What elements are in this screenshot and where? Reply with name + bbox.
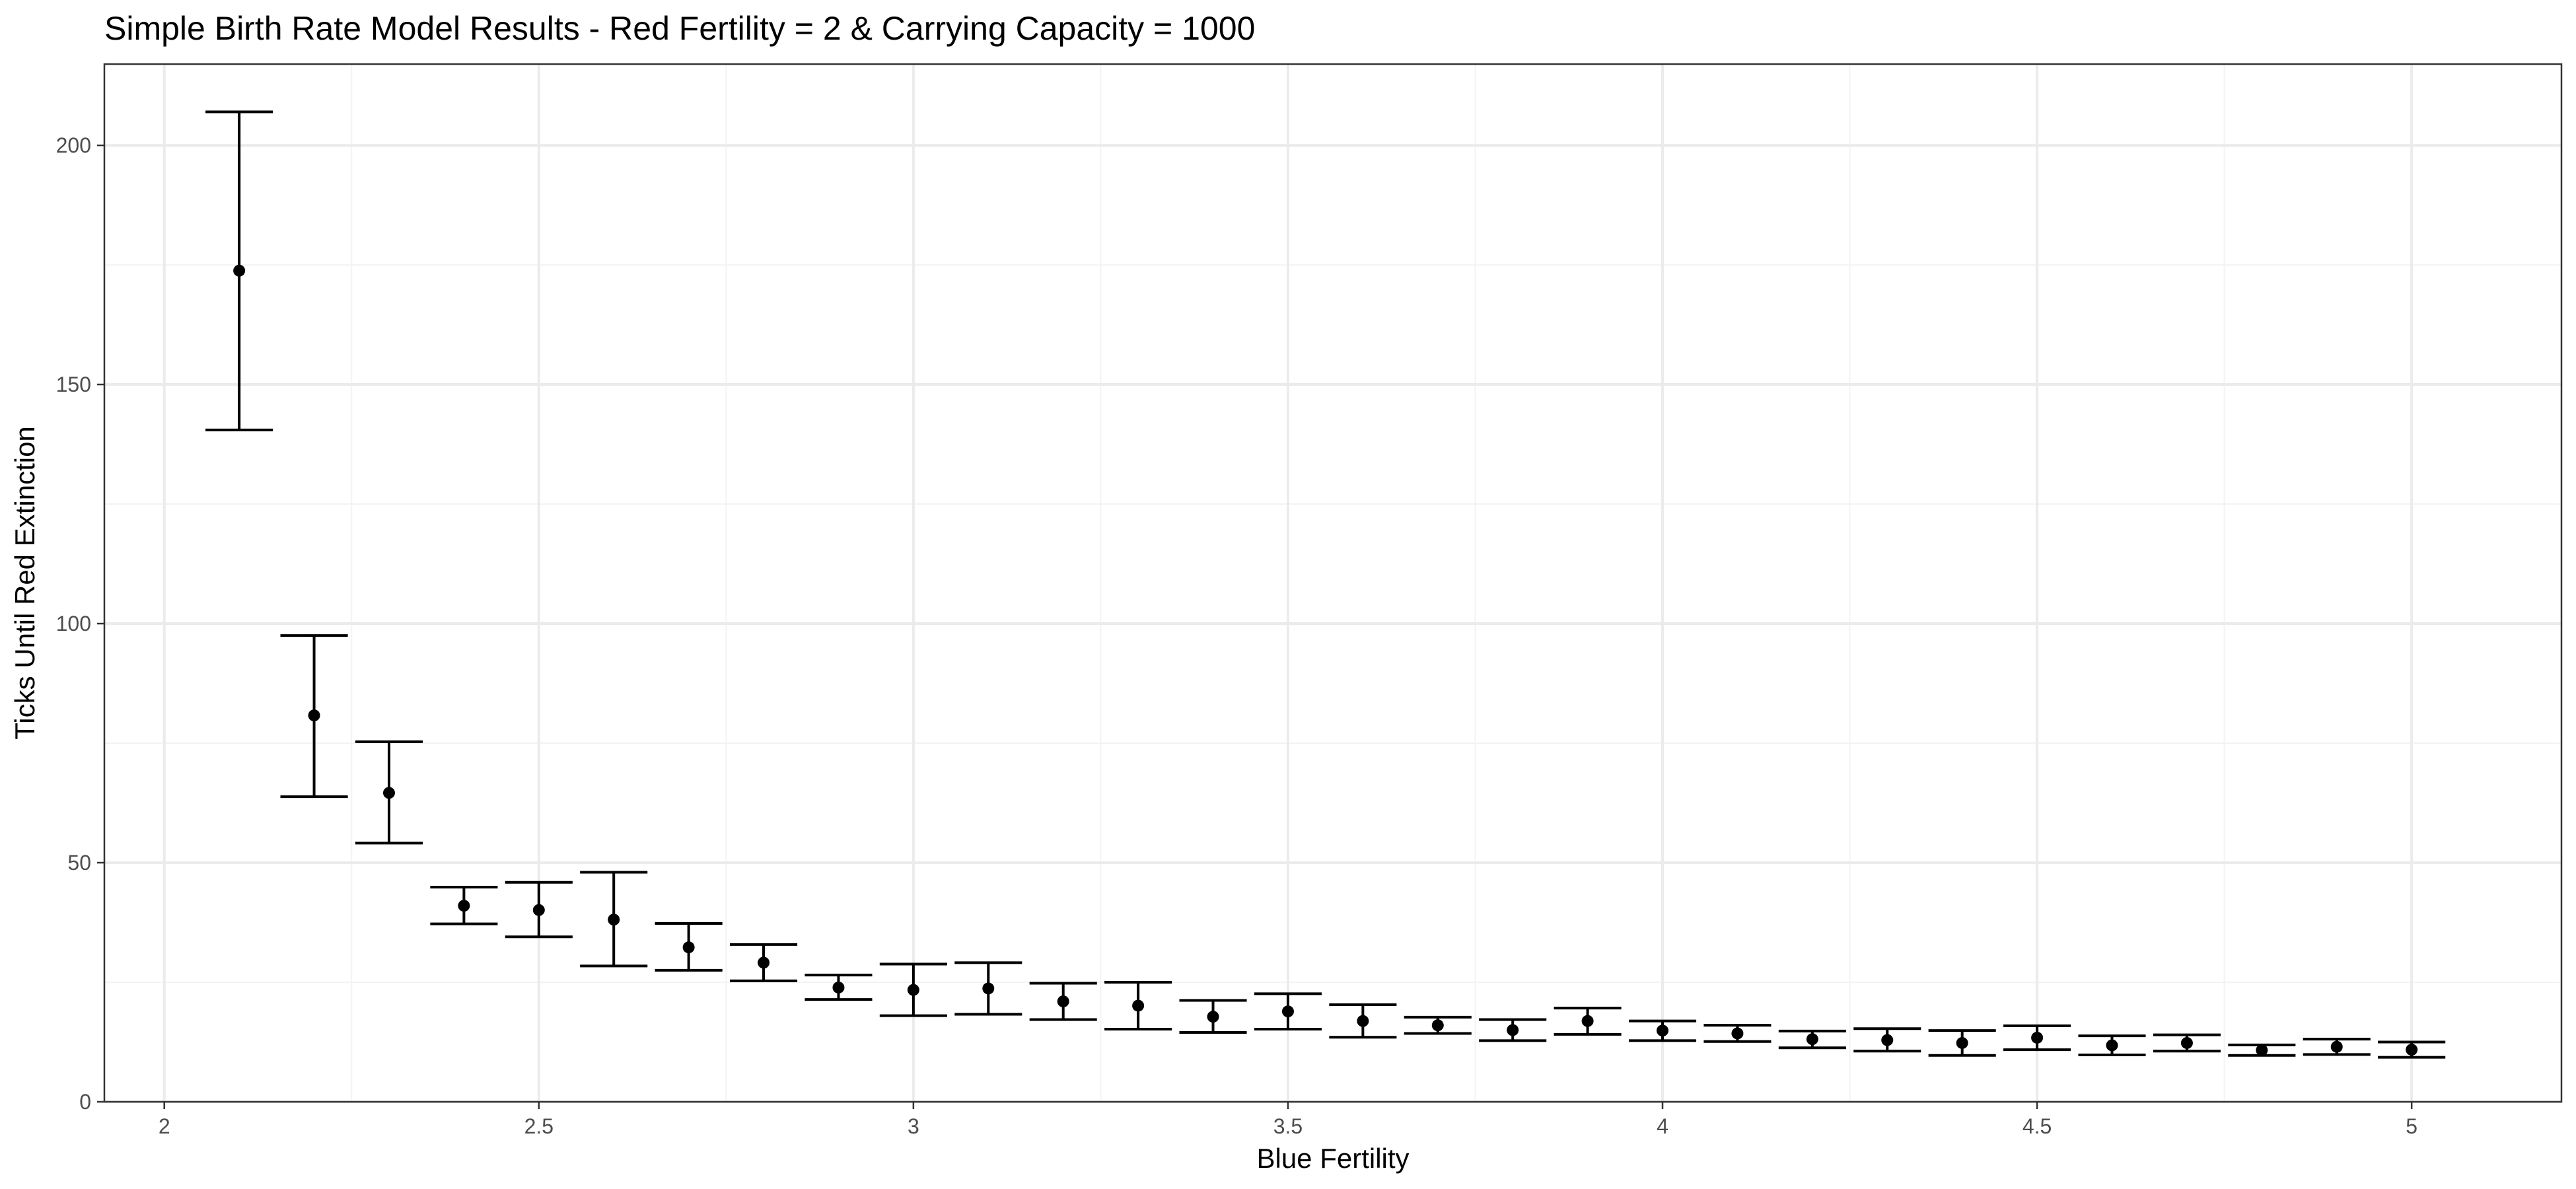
data-point (1507, 1024, 1519, 1036)
x-tick-label: 2.5 (524, 1114, 554, 1138)
x-tick-label: 5 (2406, 1114, 2417, 1138)
data-point (2031, 1031, 2044, 1044)
data-point (608, 914, 620, 926)
data-point (233, 264, 246, 277)
data-point (1581, 1015, 1594, 1027)
y-axis: 0 50 100 150 200 (56, 133, 104, 1114)
data-point (1281, 1005, 1294, 1018)
plot-panel-border (103, 63, 2563, 1103)
data-point (982, 982, 995, 995)
x-axis-title: Blue Fertility (1256, 1143, 1409, 1174)
data-point (1657, 1025, 1669, 1037)
data-point (1357, 1015, 1369, 1027)
y-tick-label: 200 (56, 133, 91, 157)
data-point (682, 941, 695, 954)
x-tick-label: 2 (159, 1114, 170, 1138)
data-points (233, 264, 2418, 1056)
data-point (1431, 1019, 1444, 1032)
data-point (2406, 1044, 2418, 1056)
data-point (1956, 1036, 1968, 1049)
y-tick-label: 150 (56, 373, 91, 396)
x-tick-label: 3.5 (1273, 1114, 1303, 1138)
data-point (458, 900, 470, 912)
data-point (1881, 1034, 1894, 1046)
data-point (2256, 1044, 2268, 1056)
data-point (2180, 1036, 2193, 1049)
data-point (382, 787, 395, 799)
data-point (1057, 995, 1069, 1007)
y-tick-label: 0 (79, 1090, 91, 1114)
data-point (907, 984, 919, 996)
data-point (308, 709, 320, 722)
x-tick-label: 3 (908, 1114, 919, 1138)
grid-lines (104, 64, 2561, 1103)
x-tick-label: 4.5 (2022, 1114, 2052, 1138)
y-tick-label: 100 (56, 612, 91, 635)
x-tick-label: 4 (1657, 1114, 1668, 1138)
data-point (1731, 1027, 1744, 1040)
data-point (1207, 1011, 1219, 1023)
data-point (758, 956, 770, 969)
y-tick-label: 50 (67, 851, 91, 875)
chart-title: Simple Birth Rate Model Results - Red Fe… (104, 10, 1255, 47)
data-point (1806, 1033, 1818, 1046)
data-point (532, 904, 545, 916)
data-point (1132, 999, 1145, 1012)
data-point (2106, 1039, 2118, 1052)
data-point (832, 981, 845, 993)
x-axis: 2 2.5 3 3.5 4 4.5 5 (159, 1102, 2417, 1138)
y-axis-title: Ticks Until Red Extinction (9, 426, 40, 740)
data-point (2330, 1040, 2343, 1053)
